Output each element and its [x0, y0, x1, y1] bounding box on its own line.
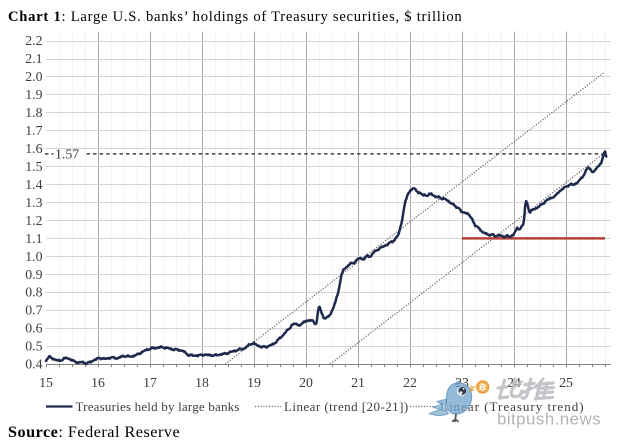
svg-text:0.7: 0.7	[25, 303, 42, 318]
svg-text:1.57: 1.57	[55, 146, 79, 161]
svg-text:2.1: 2.1	[25, 51, 42, 66]
svg-text:17: 17	[143, 375, 157, 390]
svg-text:1.6: 1.6	[25, 141, 42, 156]
svg-text:1.5: 1.5	[25, 159, 42, 174]
svg-text:1.8: 1.8	[25, 105, 42, 120]
svg-text:1.0: 1.0	[25, 249, 42, 264]
svg-text:Linear (Treasury trend): Linear (Treasury trend)	[440, 399, 585, 414]
svg-text:1.7: 1.7	[25, 123, 42, 138]
svg-text:B: B	[478, 382, 487, 393]
svg-text:15: 15	[39, 375, 53, 390]
svg-text:2.0: 2.0	[25, 69, 42, 84]
svg-text:0.8: 0.8	[25, 285, 42, 300]
svg-text:2.2: 2.2	[25, 33, 42, 48]
svg-text:16: 16	[91, 375, 105, 390]
svg-text:20: 20	[299, 375, 313, 390]
svg-text:19: 19	[247, 375, 261, 390]
svg-text:0.6: 0.6	[25, 321, 42, 336]
svg-text:1.2: 1.2	[25, 213, 42, 228]
svg-text:bitpush.news: bitpush.news	[497, 410, 601, 429]
svg-text:0.9: 0.9	[25, 267, 42, 282]
svg-text:0.4: 0.4	[25, 357, 42, 372]
svg-text:22: 22	[403, 375, 417, 390]
svg-text:18: 18	[195, 375, 209, 390]
svg-text:Linear (trend [20-21]): Linear (trend [20-21])	[284, 399, 409, 414]
svg-text:Chart 1: Large U.S. banks’ hol: Chart 1: Large U.S. banks’ holdings of T…	[8, 9, 462, 25]
svg-text:1.9: 1.9	[25, 87, 42, 102]
svg-text:1.4: 1.4	[25, 177, 42, 192]
svg-text:25: 25	[559, 375, 573, 390]
svg-text:1.1: 1.1	[25, 231, 42, 246]
svg-text:0.5: 0.5	[25, 339, 42, 354]
svg-text:Treasuries held by large banks: Treasuries held by large banks	[76, 399, 240, 414]
svg-text:Source: Federal Reserve: Source: Federal Reserve	[8, 423, 180, 441]
svg-text:21: 21	[351, 375, 365, 390]
svg-text:1.3: 1.3	[25, 195, 42, 210]
